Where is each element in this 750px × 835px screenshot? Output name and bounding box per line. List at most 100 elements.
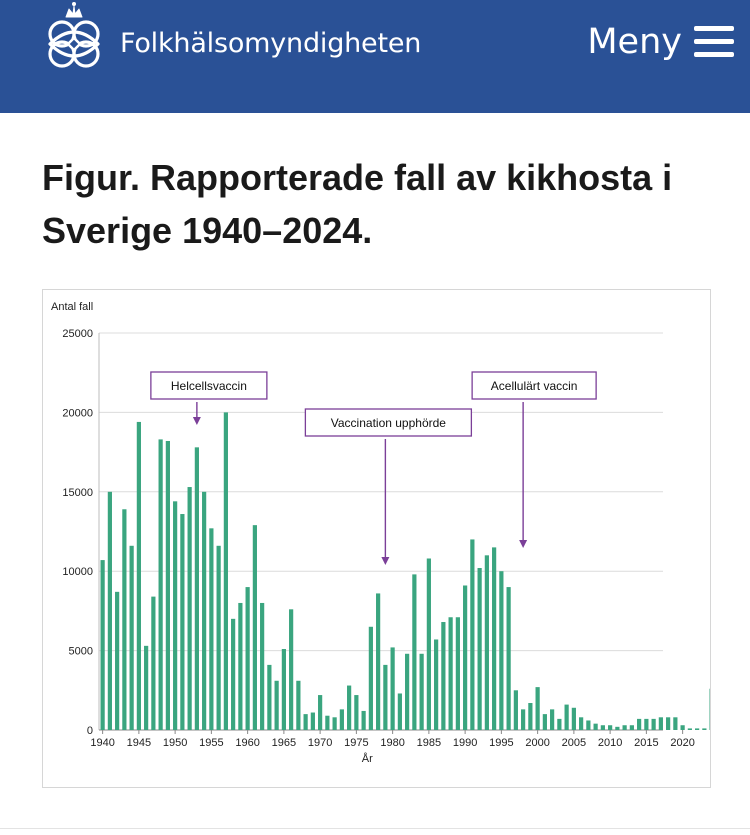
bar: [513, 690, 518, 730]
bar: [702, 728, 707, 730]
bar: [318, 695, 323, 730]
bar: [361, 710, 366, 730]
x-tick-label: 1990: [453, 737, 477, 749]
bar: [593, 723, 598, 730]
bar: [397, 693, 402, 730]
bar: [281, 649, 286, 730]
x-tick-label: 1980: [380, 737, 404, 749]
bar: [521, 709, 526, 730]
bar: [695, 728, 700, 730]
x-tick-label: 2020: [670, 737, 694, 749]
x-axis-title: År: [362, 752, 373, 765]
bar: [310, 712, 315, 730]
bar: [506, 587, 511, 730]
x-tick-label: 1945: [127, 737, 151, 749]
page-title: Figur. Rapporterade fall av kikhosta i S…: [42, 157, 673, 251]
bar: [463, 585, 468, 730]
bar: [586, 720, 591, 730]
brand-name[interactable]: Folkhälsomyndigheten: [120, 28, 422, 59]
bar: [666, 717, 671, 730]
bar: [144, 645, 149, 730]
bar: [209, 528, 214, 730]
annotation-arrowhead: [381, 557, 390, 565]
main-content: Figur. Rapporterade fall av kikhosta i S…: [0, 113, 750, 835]
bar: [644, 718, 649, 730]
bar: [158, 439, 163, 730]
y-tick-label: 25000: [62, 328, 93, 340]
bar: [550, 709, 555, 730]
bar: [426, 558, 431, 730]
menu-label: Meny: [587, 22, 682, 62]
bar: [151, 596, 156, 730]
x-tick-label: 1975: [344, 737, 368, 749]
x-tick-label: 1965: [272, 737, 296, 749]
bar: [383, 664, 388, 730]
bar: [303, 714, 308, 730]
x-tick-label: 1970: [308, 737, 332, 749]
bar: [107, 491, 112, 730]
bar: [499, 571, 504, 730]
bar: [165, 440, 170, 730]
bar: [115, 591, 120, 730]
crown-knot-logo-icon[interactable]: [40, 0, 108, 75]
bar: [122, 509, 127, 730]
bar: [579, 717, 584, 730]
bar: [267, 664, 272, 730]
annotation-label: Acellulärt vaccin: [491, 379, 578, 393]
bar: [637, 718, 642, 730]
bar: [571, 707, 576, 730]
bar: [231, 618, 236, 730]
bar: [325, 715, 330, 730]
bar: [629, 725, 634, 730]
chart-container: 0 5000 10000 15000 20000 25000 1940 1945 1950 195…: [42, 289, 711, 788]
bar: [216, 545, 221, 730]
bar: [405, 653, 410, 730]
bar: [434, 639, 439, 730]
bar: [274, 680, 279, 730]
y-tick-label: 5000: [69, 646, 93, 658]
bar: [100, 560, 105, 730]
y-tick-label: 10000: [62, 566, 93, 578]
bar: [136, 421, 141, 730]
annotation-arrowhead: [519, 540, 528, 548]
bar: [651, 718, 656, 730]
bar: [332, 717, 337, 730]
bar: [223, 412, 228, 730]
bar: [615, 726, 620, 730]
bar: [673, 717, 678, 730]
bar: [354, 695, 359, 730]
bar: [245, 587, 250, 730]
y-tick-label: 0: [87, 725, 93, 737]
bar: [173, 501, 178, 730]
bar: [564, 704, 569, 730]
bar: [484, 555, 489, 730]
hamburger-icon: [694, 26, 734, 58]
bar: [600, 725, 605, 730]
bar: [238, 602, 243, 730]
y-tick-label: 20000: [62, 407, 93, 419]
x-tick-label: 2010: [598, 737, 622, 749]
bar: [455, 617, 460, 730]
bar: [347, 685, 352, 730]
bar: [412, 574, 417, 730]
annotation-box: [471, 371, 597, 400]
bar: [622, 725, 627, 730]
bar: [608, 725, 613, 730]
menu-button[interactable]: Meny: [587, 22, 734, 62]
x-tick-label: 1955: [199, 737, 223, 749]
bar: [557, 718, 562, 730]
bar: [658, 717, 663, 730]
annotation-box: [150, 371, 268, 400]
x-tick-label: 1950: [163, 737, 187, 749]
annotation-arrowhead: [192, 417, 201, 425]
bar: [187, 487, 192, 730]
bar: [390, 647, 395, 730]
annotation-label: Vaccination upphörde: [331, 416, 447, 430]
site-header: Folkhälsomyndigheten Meny: [0, 0, 750, 113]
bar: [339, 709, 344, 730]
bar: [542, 714, 547, 730]
bar: [680, 725, 685, 730]
bar: [419, 653, 424, 730]
x-tick-label: 2015: [634, 737, 658, 749]
bar: [535, 687, 540, 730]
